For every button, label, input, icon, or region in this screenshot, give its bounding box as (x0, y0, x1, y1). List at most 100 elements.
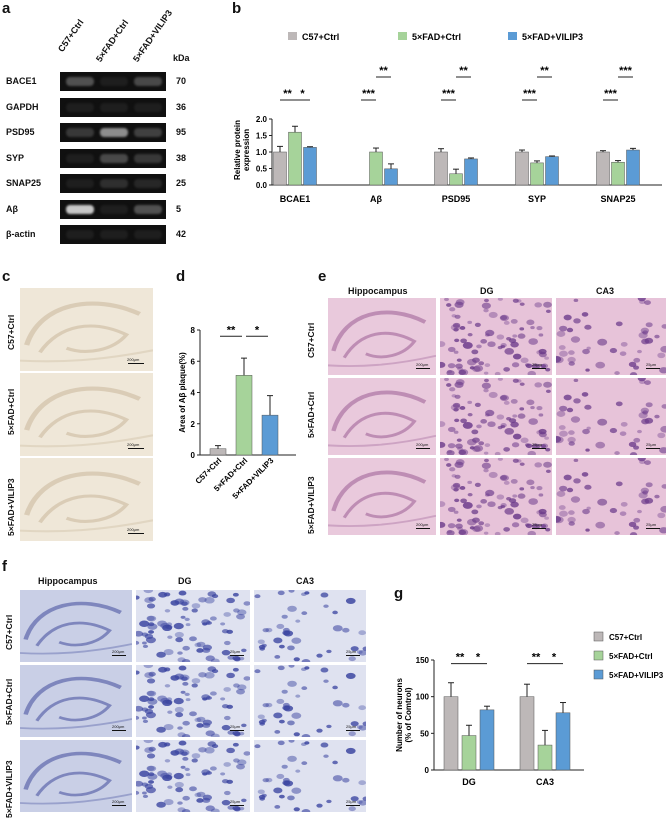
x-tick-label: PSD95 (442, 194, 471, 204)
x-tick-label: DG (462, 777, 476, 787)
nissl-image (254, 665, 366, 737)
he-image (328, 458, 436, 535)
legend-label: 5×FAD+VILIP3 (522, 32, 583, 42)
blot-band (100, 128, 128, 137)
scale-bar (230, 655, 244, 656)
scale-text: 25μm (346, 649, 357, 654)
blot-band (100, 102, 128, 112)
y-tick-label: 1.0 (256, 148, 268, 157)
blot-strip (60, 97, 166, 117)
scale-bar (532, 448, 546, 449)
nissl-image (136, 665, 250, 737)
significance-label: ** (456, 652, 465, 664)
y-axis-label: Relative protein (233, 120, 242, 180)
scale-bar (646, 528, 660, 529)
blot-kda: 70 (176, 76, 187, 86)
bar (261, 414, 279, 456)
blot-kda: 38 (176, 152, 187, 163)
column-header: Hippocampus (348, 286, 408, 296)
legend-swatch (288, 32, 297, 40)
x-tick-label: BCAE1 (280, 194, 311, 204)
legend-label: 5×FAD+Ctrl (412, 32, 461, 42)
blot-band (134, 102, 162, 112)
blot-row-label: PSD95 (6, 127, 35, 137)
scale-text: 25μm (646, 522, 657, 527)
y-tick-label: 6 (191, 357, 196, 366)
bar (464, 158, 478, 186)
ihc-row-label: 5×FAD+VILIP3 (6, 478, 16, 536)
legend-label: 5×FAD+VILIP3 (609, 671, 664, 680)
neuron-count-chart: 0 50 100 150 Number of neurons (% of Comtrol)… (395, 631, 664, 787)
he-row-label: C57+Ctrl (306, 322, 316, 358)
legend-swatch (593, 650, 604, 661)
bar (288, 131, 302, 186)
scale-bar (346, 805, 360, 806)
bar (303, 147, 317, 186)
column-header: CA3 (596, 286, 615, 296)
significance-label: *** (362, 88, 376, 100)
significance-label: * (476, 652, 481, 664)
blot-strip (60, 225, 166, 244)
scale-bar (112, 730, 126, 731)
y-tick-label: 150 (416, 656, 430, 665)
scale-bar (532, 528, 546, 529)
nissl-image (136, 740, 250, 812)
he-image (440, 458, 552, 535)
blot-band (134, 128, 162, 137)
nissl-image (254, 590, 366, 662)
scale-text: 200μm (112, 724, 125, 729)
bar (530, 162, 544, 186)
blot-row-label: β-actin (6, 229, 36, 239)
significance-label: ** (459, 65, 468, 77)
bar (515, 151, 529, 186)
scale-bar (128, 448, 144, 449)
lane-label-2: 5×FAD+Ctrl (94, 17, 131, 64)
significance-label: ** (379, 65, 388, 77)
he-image (440, 378, 552, 455)
bar (537, 744, 553, 771)
blot-band (134, 230, 162, 239)
he-image (440, 298, 552, 375)
blot-row-label: SYP (6, 152, 25, 163)
blot-strip (60, 199, 166, 219)
blot-band (134, 179, 162, 188)
scale-text: 200μm (112, 799, 125, 804)
bar (369, 151, 383, 186)
scale-text: 25μm (646, 442, 657, 447)
blot-kda: 25 (176, 178, 187, 188)
column-header: DG (480, 286, 494, 296)
nissl-image (254, 740, 366, 812)
legend-swatch (508, 32, 517, 40)
bar (461, 735, 477, 771)
scale-text: 25μm (532, 442, 543, 447)
ihc-image (20, 373, 153, 456)
y-tick-label: 0 (425, 766, 430, 775)
scale-bar (416, 448, 430, 449)
column-header: DG (178, 576, 192, 586)
column-header: CA3 (296, 576, 315, 586)
bar (443, 696, 459, 771)
panel-letter-d: d (176, 268, 186, 285)
significance-label: * (255, 324, 260, 336)
blot-band (100, 204, 128, 214)
legend-swatch (593, 669, 604, 680)
blot-band (134, 204, 162, 214)
he-image (556, 378, 666, 455)
he-image (328, 298, 436, 375)
scale-text: 200μm (127, 357, 140, 362)
y-axis-label: Area of Aβ plaque(%) (178, 352, 187, 433)
ihc-image (20, 288, 153, 371)
scale-text: 200μm (416, 522, 429, 527)
he-image (556, 298, 666, 375)
blot-kda: 95 (176, 127, 187, 137)
nissl-image (136, 590, 250, 662)
scale-bar (128, 363, 144, 364)
bar (545, 156, 559, 186)
nissl-row-label: C57+Ctrl (4, 614, 14, 650)
blot-band (100, 230, 128, 239)
blot-band (66, 128, 94, 137)
blot-strip (60, 72, 166, 91)
significance-label: ** (227, 324, 236, 336)
bar (449, 173, 463, 186)
